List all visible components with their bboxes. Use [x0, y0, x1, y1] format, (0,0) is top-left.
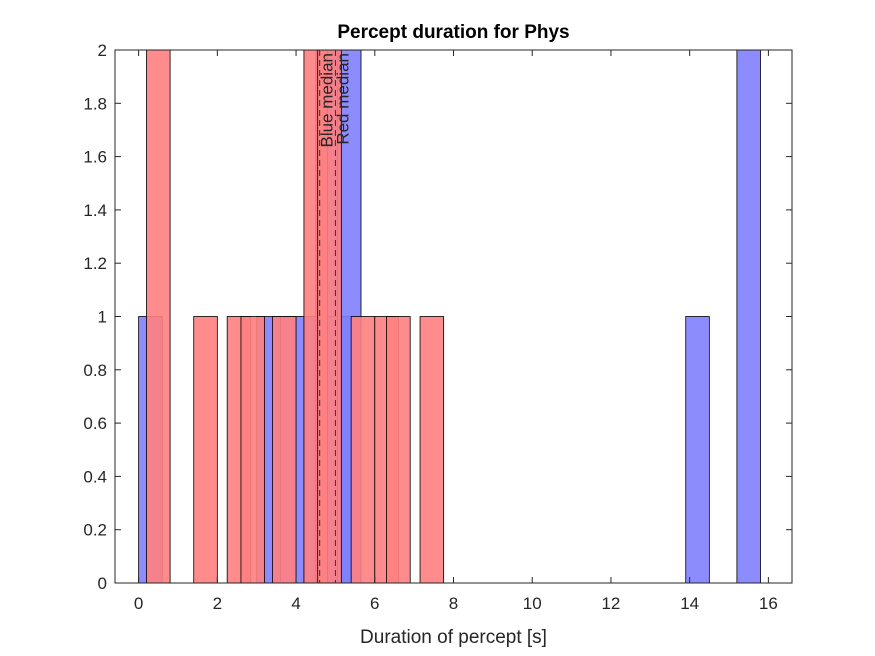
y-tick-label: 0.6: [83, 414, 107, 433]
y-tick-label: 1.6: [83, 148, 107, 167]
x-tick-label: 8: [449, 594, 458, 613]
y-tick-label: 2: [98, 41, 107, 60]
x-tick-label: 6: [370, 594, 379, 613]
blue-median-label: Blue median: [318, 53, 337, 148]
y-tick-label: 1.2: [83, 254, 107, 273]
y-tick-label: 1: [98, 308, 107, 327]
bars-layer: [138, 49, 761, 584]
chart-title: Percept duration for Phys: [337, 22, 569, 43]
y-tick-label: 0.8: [83, 361, 107, 380]
y-axis-ticks: 0 0.2 0.4 0.6 0.8 1 1.2 1.4 1.6 1.8 2: [83, 41, 792, 593]
bar-series-2-11: [419, 316, 445, 584]
bar-series-2-4: [240, 316, 265, 584]
red-median-label: Red median: [333, 53, 352, 145]
x-tick-label: 16: [759, 594, 778, 613]
y-tick-label: 0: [98, 574, 107, 593]
x-tick-label: 2: [213, 594, 222, 613]
x-tick-label: 4: [291, 594, 300, 613]
bar-series-1-9: [736, 49, 761, 584]
bar-series-2-1: [146, 49, 171, 584]
bar-series-2-2: [193, 316, 218, 584]
x-axis-title: Duration of percept [s]: [360, 627, 547, 648]
bar-series-2-8: [350, 316, 376, 584]
bar-series-2-5: [272, 316, 297, 584]
bar-series-1-8: [685, 316, 710, 584]
x-tick-label: 14: [680, 594, 699, 613]
bar-series-2-10: [386, 316, 411, 584]
y-tick-label: 1.4: [83, 201, 107, 220]
x-tick-label: 0: [134, 594, 143, 613]
y-tick-label: 0.4: [83, 467, 107, 486]
y-tick-label: 0.2: [83, 521, 107, 540]
x-tick-label: 12: [601, 594, 620, 613]
y-tick-label: 1.8: [83, 94, 107, 113]
x-tick-label: 10: [523, 594, 542, 613]
x-axis-ticks: 0 2 4 6 8 10 12 14 16: [134, 50, 778, 613]
